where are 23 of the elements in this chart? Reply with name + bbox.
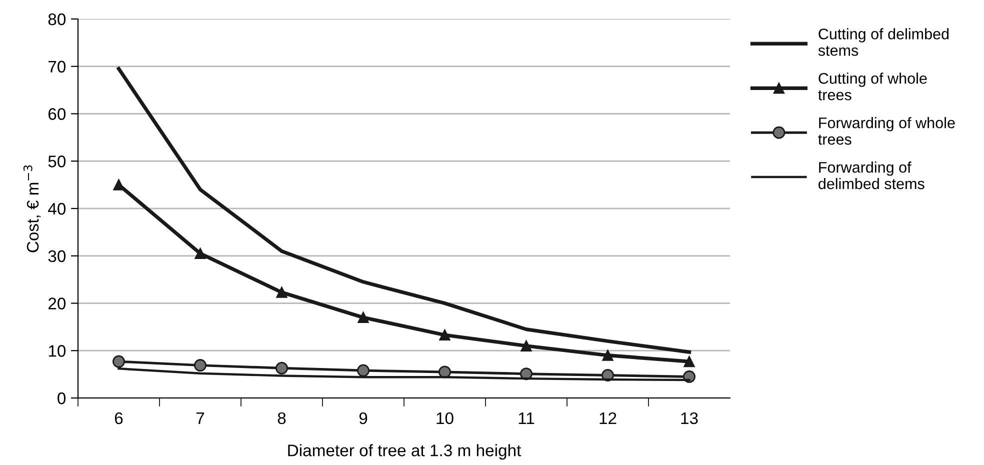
- x-tick-label: 12: [600, 412, 616, 424]
- x-tick-label: 13: [681, 412, 698, 424]
- x-tick-label: 10: [436, 412, 454, 424]
- x-tick-label: 11: [518, 412, 534, 424]
- y-tick-label: 60: [48, 108, 66, 120]
- y-tick-label: 20: [48, 298, 66, 310]
- legend-label: Forwarding of whole trees: [818, 117, 955, 145]
- y-tick-label: 10: [48, 345, 66, 357]
- y-tick-label: 0: [58, 392, 66, 404]
- y-axis-title: Cost, € m$^{−3}$: [23, 165, 41, 252]
- x-tick-label: 6: [114, 412, 123, 424]
- x-tick-label: 7: [196, 412, 204, 424]
- legend-label: Forwarding of delimbed stems: [818, 162, 924, 190]
- y-tick-label: 50: [48, 156, 66, 168]
- y-tick-label: 40: [48, 202, 66, 215]
- legend-label: Cutting of delimbed stems: [818, 28, 949, 56]
- x-axis-title: Diameter of tree at 1.3 m height: [288, 444, 522, 460]
- y-tick-label: 70: [48, 60, 66, 73]
- x-tick-label: 8: [278, 412, 286, 424]
- legend-label: Cutting of whole trees: [818, 72, 927, 100]
- y-tick-label: 80: [48, 13, 66, 26]
- y-tick-label: 30: [48, 250, 66, 262]
- x-tick-label: 9: [359, 412, 368, 424]
